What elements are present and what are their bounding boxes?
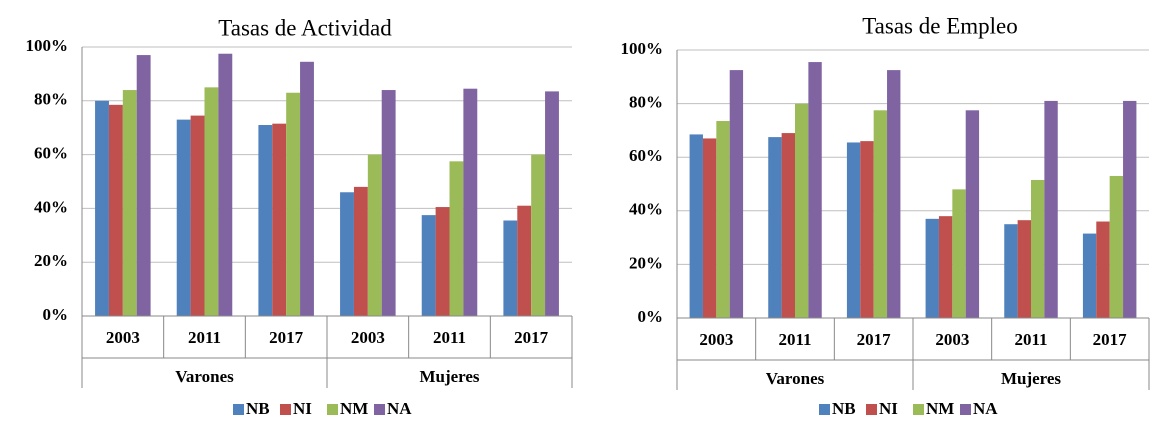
x-tick-label: 2003 xyxy=(351,328,385,347)
bar xyxy=(808,62,822,319)
bar xyxy=(353,186,368,316)
legend-swatch xyxy=(374,404,385,415)
bar xyxy=(272,123,287,316)
y-tick-label: 100% xyxy=(621,39,664,58)
x-tick-label: 2011 xyxy=(1014,330,1047,349)
bar xyxy=(1082,233,1097,318)
bar xyxy=(887,70,901,318)
chart-title: Tasas de Empleo xyxy=(862,13,1018,38)
bar xyxy=(367,154,382,316)
bar xyxy=(300,61,314,316)
legend-label: NA xyxy=(973,399,998,418)
bar xyxy=(1123,100,1137,318)
group-label: Varones xyxy=(766,369,825,388)
bar xyxy=(449,161,464,316)
bar xyxy=(258,125,273,316)
bar xyxy=(873,110,888,318)
bar xyxy=(108,104,123,317)
legend-swatch xyxy=(960,404,971,415)
y-tick-label: 0% xyxy=(43,305,69,324)
bar xyxy=(1096,221,1110,318)
bar xyxy=(421,215,436,316)
x-tick-label: 2011 xyxy=(188,328,221,347)
group-label: Varones xyxy=(175,367,234,386)
bar xyxy=(340,192,354,316)
bar xyxy=(190,115,205,316)
bar xyxy=(286,92,301,316)
bar xyxy=(768,137,782,318)
legend-swatch xyxy=(233,404,244,415)
x-tick-label: 2003 xyxy=(699,330,733,349)
bar xyxy=(1017,220,1031,318)
bar xyxy=(938,216,953,318)
bar xyxy=(545,91,559,316)
legend-label: NI xyxy=(879,399,898,418)
bar xyxy=(795,103,809,318)
x-tick-label: 2017 xyxy=(269,328,304,347)
legend-label: NA xyxy=(387,399,412,418)
bar xyxy=(925,218,939,318)
x-tick-label: 2017 xyxy=(514,328,549,347)
y-tick-label: 80% xyxy=(629,93,663,112)
legend-label: NB xyxy=(246,399,270,418)
x-tick-label: 2011 xyxy=(778,330,811,349)
bar xyxy=(435,207,450,316)
bar xyxy=(1109,175,1124,318)
legend-swatch xyxy=(913,404,924,415)
bar xyxy=(1031,179,1045,318)
legend-label: NB xyxy=(832,399,856,418)
legend-label: NI xyxy=(293,399,312,418)
y-tick-label: 100% xyxy=(26,36,69,55)
bar xyxy=(860,141,874,318)
y-tick-label: 0% xyxy=(638,307,664,326)
legend-swatch xyxy=(327,404,338,415)
bar xyxy=(702,138,717,318)
bar xyxy=(781,133,795,318)
bar xyxy=(531,154,546,316)
y-tick-label: 20% xyxy=(629,253,663,272)
legend-label: NM xyxy=(926,399,954,418)
bar xyxy=(204,87,219,316)
bar xyxy=(846,142,861,318)
bar xyxy=(716,121,730,319)
chart-title: Tasas de Actividad xyxy=(218,15,392,40)
bar xyxy=(95,100,109,316)
y-tick-label: 40% xyxy=(34,197,68,216)
x-tick-label: 2003 xyxy=(935,330,969,349)
y-tick-label: 40% xyxy=(629,200,663,219)
x-tick-label: 2003 xyxy=(106,328,140,347)
bar xyxy=(689,134,703,318)
x-tick-label: 2017 xyxy=(1093,330,1128,349)
bar xyxy=(517,205,532,316)
bar xyxy=(122,90,137,316)
x-tick-label: 2017 xyxy=(857,330,892,349)
y-tick-label: 20% xyxy=(34,251,68,270)
bar xyxy=(218,53,233,316)
bar xyxy=(463,88,478,316)
legend-swatch xyxy=(866,404,877,415)
legend-swatch xyxy=(280,404,291,415)
bar xyxy=(176,119,191,316)
y-tick-label: 80% xyxy=(34,90,68,109)
bar xyxy=(503,220,518,316)
bar xyxy=(965,110,980,318)
legend-swatch xyxy=(819,404,830,415)
bar xyxy=(1004,224,1018,318)
bar xyxy=(952,189,966,318)
bar xyxy=(381,90,396,316)
bar xyxy=(1044,100,1058,318)
group-label: Mujeres xyxy=(1001,369,1061,388)
x-tick-label: 2011 xyxy=(433,328,466,347)
y-tick-label: 60% xyxy=(629,146,663,165)
bar xyxy=(136,55,151,316)
y-tick-label: 60% xyxy=(34,144,68,163)
legend-label: NM xyxy=(340,399,368,418)
group-label: Mujeres xyxy=(419,367,479,386)
bar xyxy=(729,70,744,318)
